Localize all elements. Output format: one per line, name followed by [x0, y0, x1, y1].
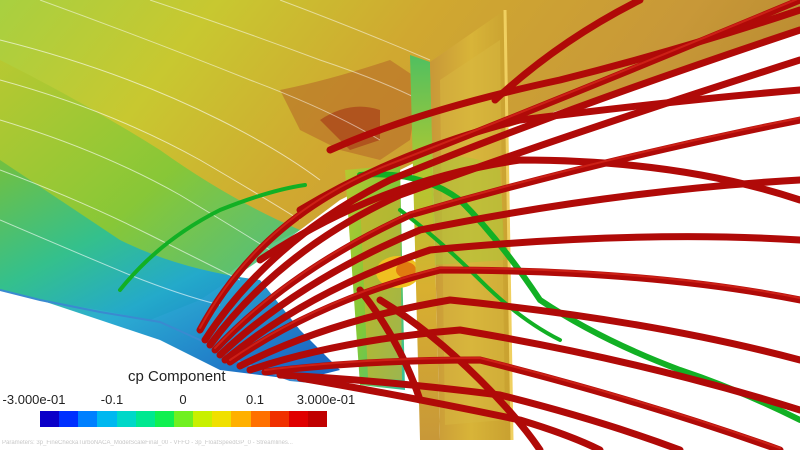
color-legend: cp Component -3.000e-01 -0.1 0 0.1 3.000… — [0, 368, 360, 438]
footer-caption: Parameters: 3p_FineCheckaTurboNACA_Model… — [2, 440, 293, 446]
legend-swatch — [135, 411, 155, 427]
red-streamlines — [196, 0, 800, 450]
legend-swatch — [250, 411, 270, 427]
legend-tick-pos: 0.1 — [245, 392, 265, 407]
legend-swatch — [116, 411, 136, 427]
legend-swatch — [59, 411, 79, 427]
legend-tick-neg: -0.1 — [100, 392, 124, 407]
legend-tick-min: -3.000e-01 — [2, 392, 66, 407]
legend-swatch — [307, 411, 328, 427]
legend-swatch — [193, 411, 213, 427]
legend-tick-zero: 0 — [179, 392, 187, 407]
legend-swatch — [231, 411, 251, 427]
legend-swatch — [154, 411, 174, 427]
legend-color-bar — [40, 411, 328, 427]
red-streamlines-highlight — [199, 0, 800, 449]
legend-tick-max: 3.000e-01 — [296, 392, 356, 407]
legend-swatch — [40, 411, 60, 427]
legend-swatch — [97, 411, 117, 427]
legend-title: cp Component — [128, 368, 226, 385]
legend-swatch — [212, 411, 232, 427]
legend-swatch — [288, 411, 308, 427]
legend-swatch — [173, 411, 194, 427]
legend-swatch — [269, 411, 289, 427]
legend-swatch — [78, 411, 98, 427]
